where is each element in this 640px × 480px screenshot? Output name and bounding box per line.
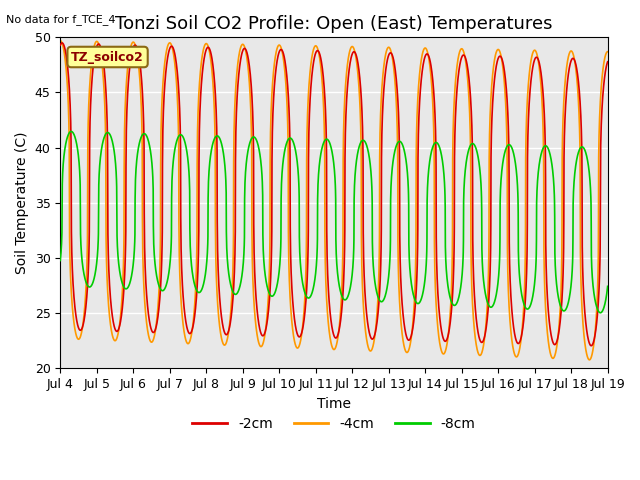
Title: Tonzi Soil CO2 Profile: Open (East) Temperatures: Tonzi Soil CO2 Profile: Open (East) Temp…: [115, 15, 553, 33]
Y-axis label: Soil Temperature (C): Soil Temperature (C): [15, 132, 29, 274]
Text: No data for f_TCE_4: No data for f_TCE_4: [6, 14, 116, 25]
Legend: -2cm, -4cm, -8cm: -2cm, -4cm, -8cm: [187, 412, 481, 437]
X-axis label: Time: Time: [317, 396, 351, 410]
Text: TZ_soilco2: TZ_soilco2: [71, 50, 144, 63]
